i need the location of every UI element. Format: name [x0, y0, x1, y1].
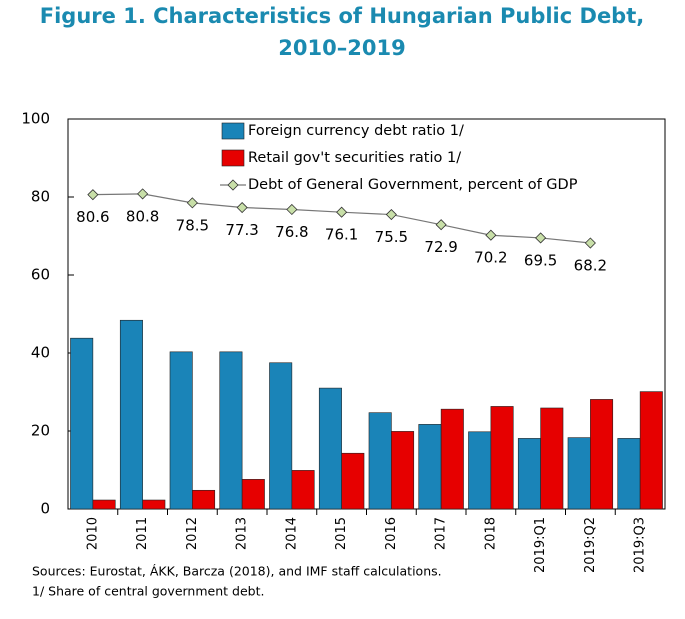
data-label: 70.2: [474, 249, 507, 267]
marker: [336, 206, 348, 218]
chart-title: 2010–2019: [278, 36, 405, 60]
marker: [385, 208, 397, 221]
x-tick-label: 2010: [85, 517, 100, 550]
bar: [269, 362, 293, 510]
bar: [468, 431, 492, 510]
x-tick-label: 2018: [483, 517, 498, 550]
x-tick-label: 2017: [434, 517, 449, 550]
x-tick-label: 2016: [384, 517, 399, 550]
chart-title: Figure 1. Characteristics of Hungarian P…: [40, 4, 644, 28]
marker: [137, 188, 149, 200]
x-tick-label: 2011: [135, 517, 150, 550]
bar: [590, 399, 614, 510]
marker: [236, 201, 248, 214]
bar: [368, 412, 392, 510]
data-label: 77.3: [225, 221, 258, 239]
bar: [169, 351, 193, 510]
data-label: 76.1: [325, 226, 358, 244]
y-tick-label: 100: [21, 110, 50, 128]
sources: Sources: Eurostat, ÁKK, Barcza (2018), a…: [32, 564, 442, 579]
footnote: 1/ Share of central government debt.: [32, 584, 264, 599]
y-tick-label: 80: [31, 188, 50, 206]
bar: [490, 406, 514, 510]
x-tick-label: 2019:Q3: [633, 517, 648, 573]
bar: [119, 319, 143, 510]
x-tick-label: 2013: [235, 517, 250, 550]
legend-label: Foreign currency debt ratio 1/: [248, 123, 464, 139]
bar: [617, 438, 641, 510]
data-label: 69.5: [524, 251, 557, 269]
marker: [286, 203, 298, 216]
data-label: 76.8: [275, 223, 308, 241]
x-tick-label: 2012: [185, 517, 200, 550]
legend-marker: [227, 179, 239, 191]
marker: [584, 237, 596, 249]
legend-swatch: [221, 149, 245, 167]
bar: [92, 499, 116, 510]
marker: [435, 219, 447, 231]
bar: [70, 337, 94, 510]
bar: [391, 431, 415, 510]
bar: [291, 470, 315, 510]
bar: [241, 479, 265, 510]
y-tick-label: 60: [31, 266, 50, 284]
data-label: 78.5: [176, 216, 209, 234]
marker: [186, 197, 198, 209]
y-tick-label: 40: [31, 344, 50, 362]
x-tick-label: 2015: [334, 517, 349, 550]
marker: [535, 232, 547, 244]
legend-label: Retail gov't securities ratio 1/: [248, 150, 461, 166]
bar: [192, 489, 216, 510]
bar: [341, 452, 365, 510]
data-label: 68.2: [574, 257, 607, 275]
bar: [142, 499, 166, 510]
legend-label: Debt of General Government, percent of G…: [248, 177, 578, 193]
y-tick-label: 0: [40, 500, 50, 518]
x-tick-label: 2014: [284, 517, 299, 550]
bar: [517, 438, 541, 510]
data-label: 75.5: [375, 228, 408, 246]
data-label: 80.8: [126, 207, 159, 225]
marker: [87, 189, 99, 201]
x-tick-label: 2019:Q1: [533, 517, 548, 573]
bar: [639, 391, 663, 510]
y-tick-label: 20: [31, 422, 50, 440]
bar: [318, 387, 342, 510]
bar: [418, 424, 442, 510]
legend-swatch: [221, 122, 245, 140]
x-tick-label: 2019:Q2: [583, 517, 598, 573]
bar: [540, 407, 564, 510]
data-label: 72.9: [424, 238, 457, 256]
marker: [485, 229, 497, 241]
bar: [440, 408, 464, 510]
bar: [219, 351, 243, 510]
bar: [567, 437, 591, 510]
data-label: 80.6: [76, 208, 109, 226]
